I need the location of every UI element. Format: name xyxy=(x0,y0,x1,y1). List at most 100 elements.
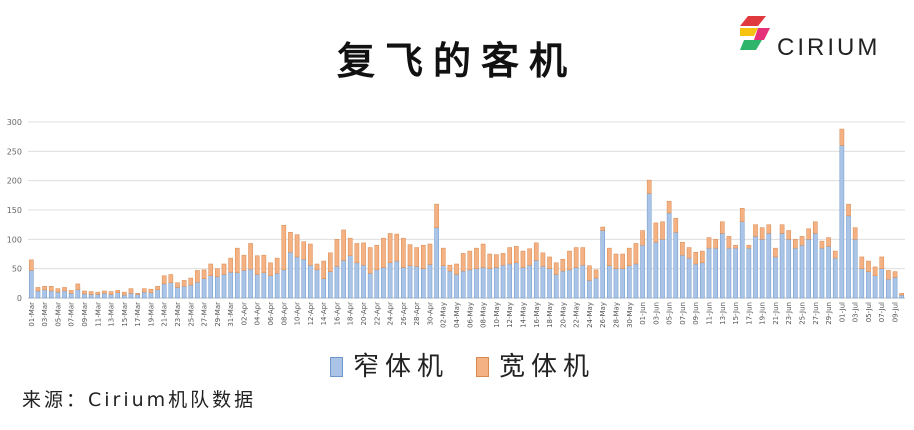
bar-narrowbody xyxy=(633,263,639,299)
bar-widebody xyxy=(254,255,260,275)
bar-widebody xyxy=(135,293,140,295)
bar-narrowbody xyxy=(241,270,247,299)
x-tick-label: 24-Apr xyxy=(387,302,395,326)
bar-widebody xyxy=(553,262,559,275)
bar-widebody xyxy=(261,254,267,274)
bar-narrowbody xyxy=(374,269,380,299)
bar-narrowbody xyxy=(294,256,300,299)
bar-narrowbody xyxy=(188,284,194,299)
bar-narrowbody xyxy=(301,259,307,299)
y-tick-label: 100 xyxy=(7,235,22,244)
bar-narrowbody xyxy=(480,267,486,299)
legend-label-narrowbody: 窄体机 xyxy=(353,352,450,382)
bar-narrowbody xyxy=(314,269,320,299)
bar-widebody xyxy=(215,268,220,278)
bar-narrowbody xyxy=(35,290,41,299)
bar-widebody xyxy=(826,237,831,247)
chart-title: 复飞的客机 xyxy=(336,39,577,83)
y-tick-label: 50 xyxy=(12,265,22,274)
x-tick-label: 25-Mar xyxy=(187,302,195,327)
bar-widebody xyxy=(494,254,499,268)
bar-widebody xyxy=(739,207,745,222)
x-tick-label: 16-May xyxy=(533,302,541,328)
bar-widebody xyxy=(274,257,280,274)
bar-narrowbody xyxy=(168,282,174,299)
bar-widebody xyxy=(686,247,692,259)
y-tick-label: 200 xyxy=(7,177,22,186)
bar-widebody xyxy=(560,259,566,272)
bar-narrowbody xyxy=(281,269,287,299)
x-tick-label: 04-May xyxy=(453,302,461,328)
bar-widebody xyxy=(82,290,87,295)
bar-narrowbody xyxy=(128,293,134,299)
bar-widebody xyxy=(241,254,247,271)
bar-narrowbody xyxy=(467,269,473,299)
bar-narrowbody xyxy=(75,289,81,299)
bar-widebody xyxy=(832,250,838,259)
bar-narrowbody xyxy=(288,251,293,299)
legend-item-narrowbody: 窄体机 xyxy=(330,346,449,383)
bar-widebody xyxy=(713,239,718,249)
bar-narrowbody xyxy=(135,294,140,299)
bar-narrowbody xyxy=(700,262,705,299)
bar-narrowbody xyxy=(95,294,101,299)
bar-widebody xyxy=(540,252,546,267)
x-tick-label: 30-Apr xyxy=(426,302,434,326)
bar-widebody xyxy=(806,228,811,240)
bar-widebody xyxy=(102,290,107,294)
bar-narrowbody xyxy=(507,263,512,299)
bar-narrowbody xyxy=(381,267,386,299)
x-tick-label: 04-Apr xyxy=(254,302,262,326)
bar-widebody xyxy=(62,287,67,292)
x-tick-label: 15-Jun xyxy=(732,302,740,325)
bar-widebody xyxy=(381,237,386,268)
bar-narrowbody xyxy=(228,271,233,299)
bar-widebody xyxy=(68,290,74,294)
bar-narrowbody xyxy=(208,275,214,299)
bar-narrowbody xyxy=(427,264,433,299)
x-tick-label: 20-Apr xyxy=(360,302,368,326)
x-tick-label: 07-Jul xyxy=(878,302,886,322)
bar-widebody xyxy=(626,247,632,266)
bar-widebody xyxy=(766,224,772,234)
bar-widebody xyxy=(593,269,599,279)
x-tick-label: 09-Jun xyxy=(692,302,700,325)
bar-narrowbody xyxy=(155,289,160,299)
bar-widebody xyxy=(201,269,207,279)
bar-widebody xyxy=(480,243,486,268)
bar-widebody xyxy=(607,247,612,266)
bar-widebody xyxy=(175,282,180,288)
x-tick-label: 22-Apr xyxy=(373,302,381,326)
bar-widebody xyxy=(773,247,778,258)
bar-narrowbody xyxy=(514,262,519,299)
bar-widebody xyxy=(234,247,240,274)
bar-widebody xyxy=(587,265,592,281)
bar-narrowbody xyxy=(201,278,207,299)
bar-widebody xyxy=(733,244,738,249)
bar-narrowbody xyxy=(474,268,479,299)
bar-narrowbody xyxy=(141,291,147,299)
bar-widebody xyxy=(533,242,539,261)
bar-widebody xyxy=(48,286,54,292)
bar-narrowbody xyxy=(48,290,54,299)
x-tick-label: 05-Mar xyxy=(54,302,62,327)
x-tick-label: 28-Apr xyxy=(413,302,421,326)
x-tick-label: 01-Jul xyxy=(838,302,846,322)
x-tick-label: 30-May xyxy=(626,302,634,328)
bar-narrowbody xyxy=(221,274,227,299)
bar-narrowbody xyxy=(175,287,180,299)
bar-narrowbody xyxy=(367,273,373,299)
bar-narrowbody xyxy=(580,264,586,299)
bar-narrowbody xyxy=(407,265,413,299)
bar-widebody xyxy=(779,224,785,234)
x-tick-label: 03-Jun xyxy=(652,302,660,325)
bar-narrowbody xyxy=(739,221,745,299)
bar-narrowbody xyxy=(680,254,685,299)
bar-narrowbody xyxy=(108,294,114,299)
x-tick-label: 10-Apr xyxy=(294,302,302,326)
bar-widebody xyxy=(866,260,871,272)
bar-widebody xyxy=(308,243,313,266)
bar-widebody xyxy=(746,244,752,249)
bar-widebody xyxy=(155,286,160,291)
x-tick-label: 03-Jul xyxy=(852,302,860,322)
